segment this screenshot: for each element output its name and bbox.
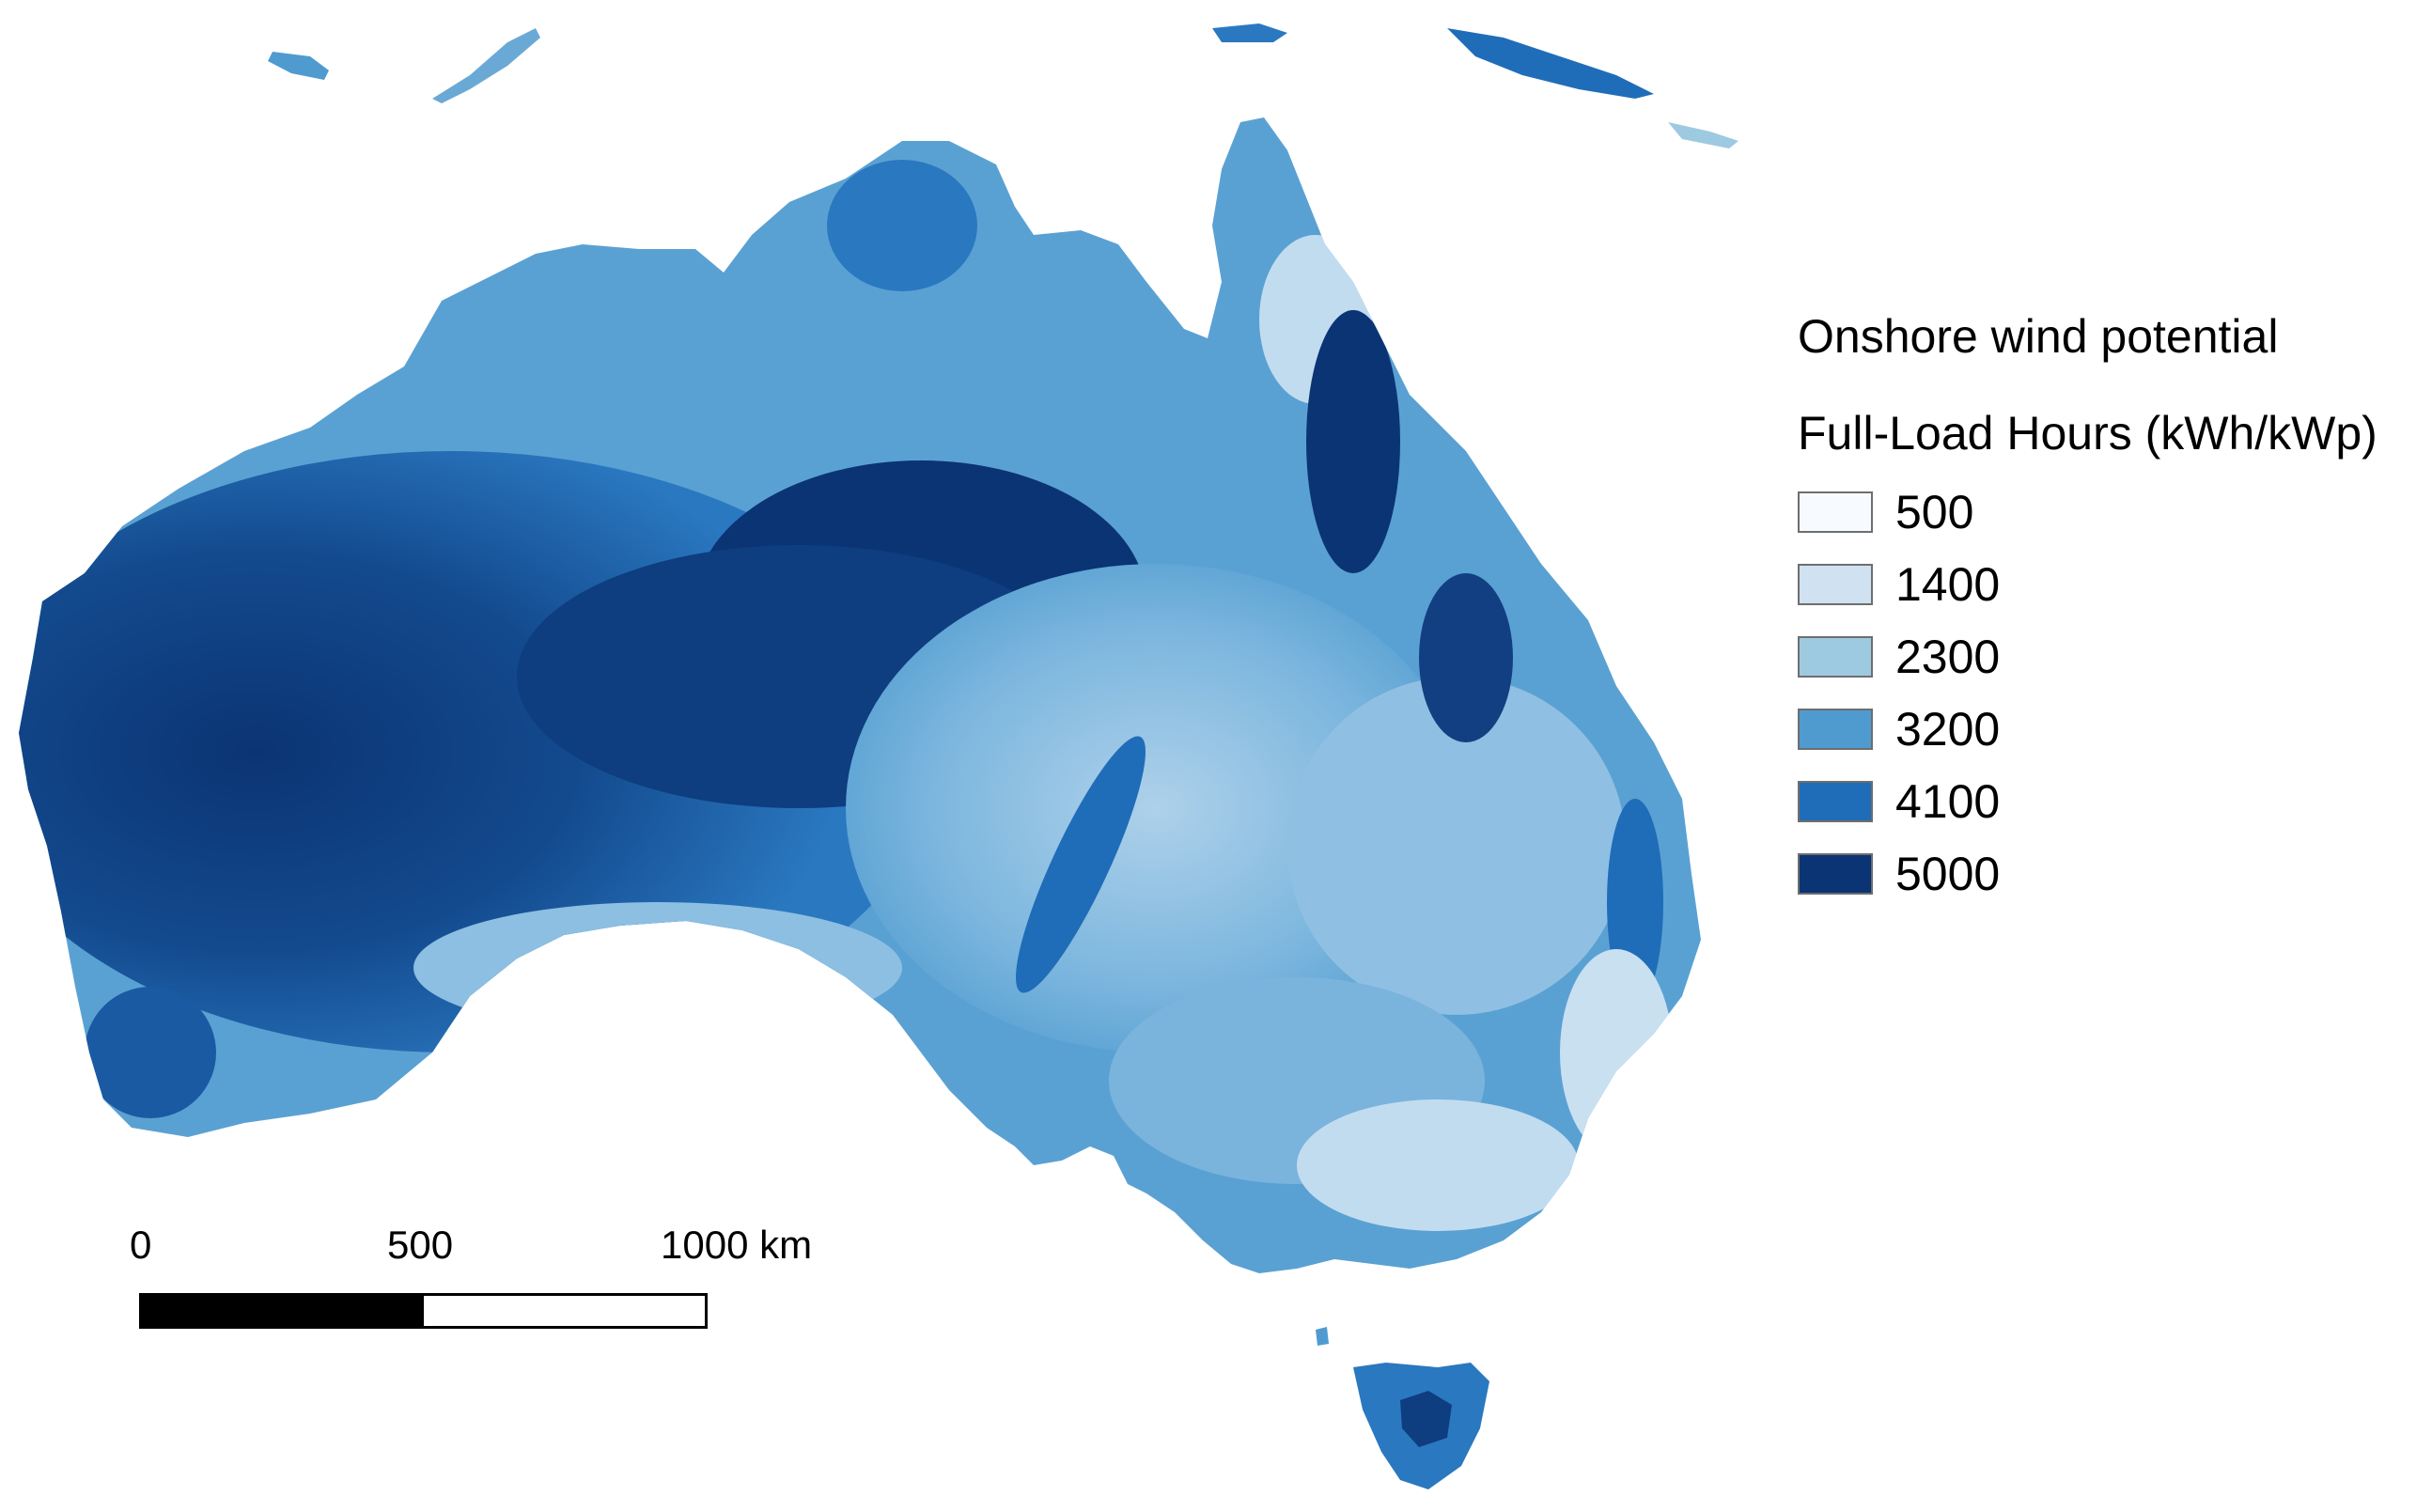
scale-bar-graphic — [139, 1293, 708, 1329]
legend-swatch — [1798, 852, 1873, 895]
mainland-australia — [19, 117, 1701, 1273]
legend-item: 2300 — [1798, 620, 2427, 693]
scale-label-end: 1000 km — [661, 1223, 813, 1267]
legend-item: 4100 — [1798, 765, 2427, 837]
scale-bar: 0 500 1000 km — [130, 1222, 812, 1334]
legend-swatch — [1798, 635, 1873, 678]
legend-items: 500 1400 2300 3200 4100 5000 — [1798, 475, 2427, 910]
legend-label: 5000 — [1895, 847, 2001, 900]
legend-label: 2300 — [1895, 630, 2001, 683]
northern-islands — [268, 23, 1738, 148]
legend-label: 4100 — [1895, 774, 2001, 828]
scale-bar-filled-segment — [142, 1296, 424, 1326]
scale-label-mid: 500 — [387, 1223, 454, 1267]
legend-swatch — [1798, 708, 1873, 750]
legend-item: 5000 — [1798, 837, 2427, 910]
legend-swatch — [1798, 780, 1873, 822]
legend-label: 3200 — [1895, 702, 2001, 756]
legend-swatch — [1798, 563, 1873, 605]
scale-label-zero: 0 — [130, 1223, 152, 1267]
legend-label: 1400 — [1895, 557, 2001, 611]
legend-title: Onshore wind potential — [1798, 310, 2279, 363]
legend-item: 3200 — [1798, 693, 2427, 765]
legend-item: 500 — [1798, 475, 2427, 548]
legend: Onshore wind potential Full-Load Hours (… — [1798, 308, 2427, 910]
legend-label: 500 — [1895, 485, 1974, 538]
legend-subtitle: Full-Load Hours (kWh/kWp) — [1798, 407, 2377, 460]
legend-swatch — [1798, 491, 1873, 533]
legend-item: 1400 — [1798, 548, 2427, 620]
